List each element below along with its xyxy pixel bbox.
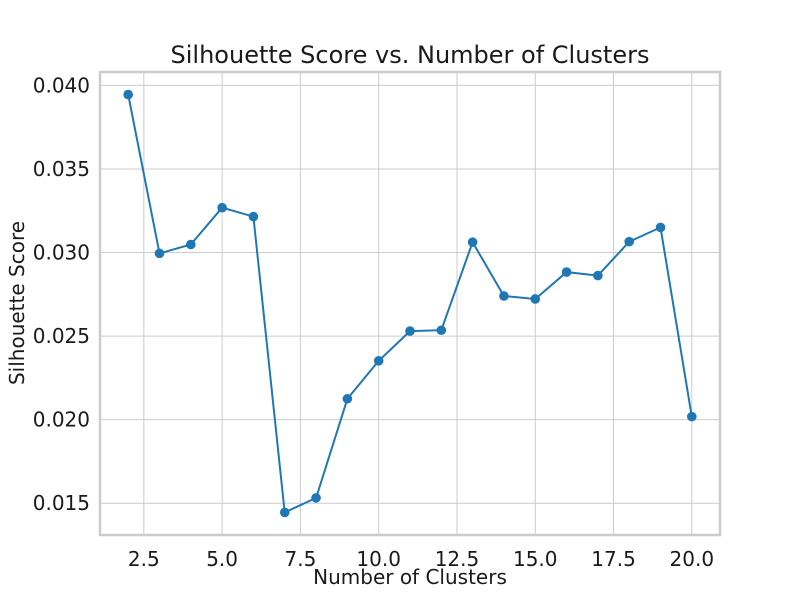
chart-title: Silhouette Score vs. Number of Clusters xyxy=(171,41,650,69)
data-point xyxy=(467,237,478,247)
data-point xyxy=(530,294,541,304)
data-point xyxy=(154,248,165,259)
y-axis-label: Silhouette Score xyxy=(5,221,29,385)
data-point xyxy=(499,291,509,301)
series-line xyxy=(127,94,693,514)
x-tick-label: 10.0 xyxy=(356,547,401,571)
data-point xyxy=(217,202,227,213)
x-tick-label: 20.0 xyxy=(670,547,715,571)
x-tick-label: 7.5 xyxy=(284,547,316,571)
data-point xyxy=(655,222,666,233)
data-point xyxy=(248,211,259,222)
data-point xyxy=(373,356,384,366)
data-point xyxy=(311,493,321,503)
y-tick-label: 0.035 xyxy=(33,157,90,181)
data-point xyxy=(624,236,634,247)
x-tick-label: 15.0 xyxy=(513,547,558,571)
y-tick-label: 0.025 xyxy=(33,324,90,348)
data-point xyxy=(279,507,290,518)
x-tick-label: 17.5 xyxy=(591,547,636,571)
data-point xyxy=(123,89,133,100)
data-point xyxy=(593,270,603,281)
x-tick-label: 5.0 xyxy=(206,547,238,571)
x-tick-label: 12.5 xyxy=(435,547,480,571)
data-point xyxy=(687,411,697,422)
x-axis-label: Number of Clusters xyxy=(313,565,507,589)
data-point xyxy=(342,393,353,404)
series-layer xyxy=(123,89,697,518)
y-tick-label: 0.020 xyxy=(33,408,90,432)
data-point xyxy=(405,326,415,336)
data-point xyxy=(561,267,572,277)
data-point xyxy=(436,325,447,336)
data-point xyxy=(186,239,196,250)
x-tick-label: 2.5 xyxy=(128,547,160,571)
plot-frame xyxy=(98,70,722,537)
y-tick-label: 0.040 xyxy=(33,73,90,97)
grid-lines xyxy=(100,72,720,535)
tick-labels: 2.5 5.0 7.5 10.0 12.5 15.0 17.5 20.0 0.015 0.020 0… xyxy=(33,73,714,571)
y-tick-label: 0.015 xyxy=(33,491,90,515)
y-tick-label: 0.030 xyxy=(33,241,90,265)
